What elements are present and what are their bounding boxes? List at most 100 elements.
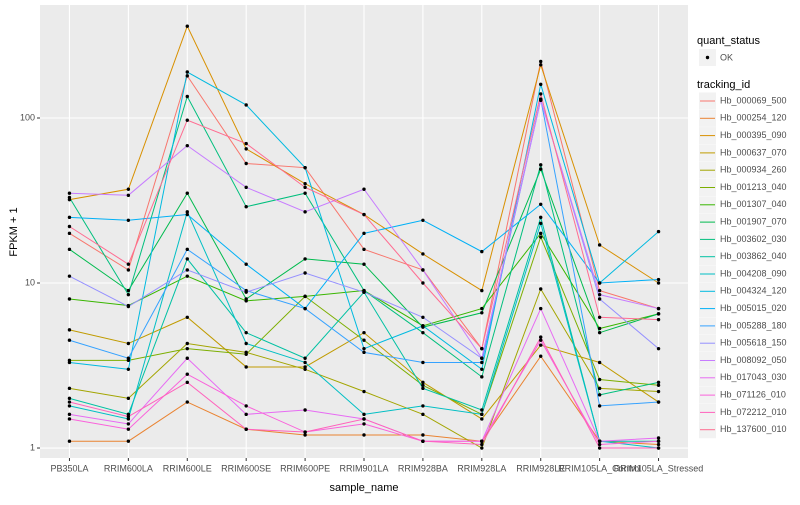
point [421,433,425,437]
point [303,185,307,190]
point [362,290,366,294]
point [539,59,543,64]
point [67,274,72,278]
point [656,277,661,282]
point [303,165,307,170]
point [185,74,189,78]
point [480,439,484,443]
point [185,212,189,217]
point [656,281,661,285]
point [67,400,72,404]
point [303,360,307,365]
point [185,400,189,404]
point [421,383,425,387]
point [539,335,543,339]
point [185,315,189,319]
point [539,163,543,167]
point [597,404,602,408]
point [185,143,189,148]
point [421,268,425,272]
point [303,181,307,186]
point [126,288,131,293]
x-tick-label: RRIM901LA [339,463,388,473]
legend-label: Hb_000637_070 [720,147,787,157]
y-tick-label: 1 [30,442,35,452]
y-axis-label: FPKM + 1 [8,207,20,256]
point [362,412,366,417]
legend-label: Hb_000069_500 [720,95,787,105]
x-tick-label: RRIM928BA [398,463,448,473]
point [244,352,248,356]
point [303,408,307,412]
legend-label: Hb_000395_090 [720,130,787,140]
legend-label: Hb_001213_040 [720,182,787,192]
point [126,218,131,222]
point [480,249,484,254]
point [67,439,72,443]
legend-label: OK [720,52,733,62]
point [67,396,72,401]
point [244,412,248,417]
point [421,380,425,385]
point [656,306,661,311]
point [244,161,248,166]
point [656,317,661,322]
x-tick-label: RRIM600LE [163,463,212,473]
legend-title: tracking_id [697,79,750,91]
point [539,235,543,239]
x-tick-label: RRIM600PE [280,463,330,473]
point [656,442,661,447]
point [597,442,602,447]
point [303,430,307,434]
point [597,292,602,297]
point [480,417,484,421]
point [303,433,307,437]
point [597,386,602,391]
point [421,439,425,443]
point [244,330,248,335]
point [244,147,248,151]
point [126,356,131,360]
point [185,257,189,261]
point [67,195,72,200]
point [480,367,484,371]
point [185,274,189,278]
legend-point [705,55,710,60]
point [185,372,189,376]
point [185,247,189,252]
legend-label: Hb_005618_150 [720,338,787,348]
point [597,315,602,319]
point [539,82,543,87]
point [597,439,602,443]
point [362,346,366,351]
point [421,386,425,391]
point [539,343,543,347]
point [303,356,307,360]
point [244,404,248,408]
point [67,224,72,229]
legend-label: Hb_005288_180 [720,320,787,330]
y-tick-label: 100 [20,112,35,122]
point [244,341,248,346]
point [126,396,131,401]
point [67,404,72,408]
point [67,231,72,236]
point [362,231,366,236]
point [185,346,189,351]
point [480,311,484,315]
point [539,338,543,342]
point [185,94,189,99]
point [656,400,661,404]
point [67,386,72,391]
point [126,422,131,426]
point [67,338,72,342]
y-tick-label: 10 [25,277,35,287]
point [597,446,602,450]
point [656,389,661,394]
point [362,422,366,426]
legend-label: Hb_003862_040 [720,251,787,261]
point [67,191,72,195]
point [185,341,189,346]
point [656,312,661,316]
